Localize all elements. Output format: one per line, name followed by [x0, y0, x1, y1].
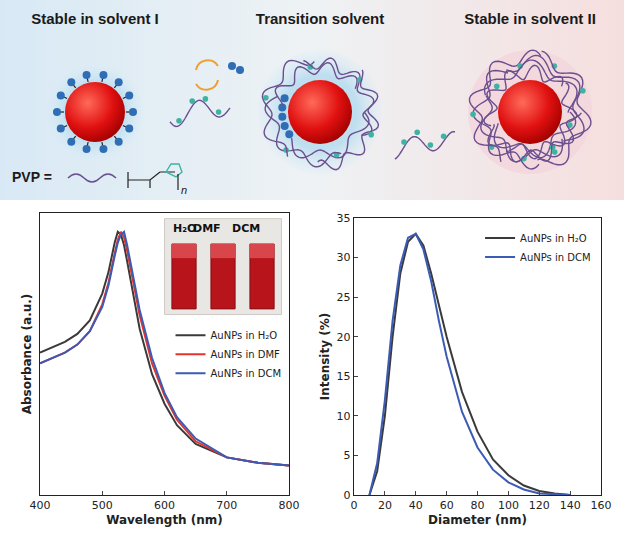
svg-text:AuNPs in H₂O: AuNPs in H₂O	[520, 233, 587, 244]
svg-text:800: 800	[279, 499, 300, 512]
svg-text:60: 60	[440, 499, 454, 512]
svg-text:Wavelength (nm): Wavelength (nm)	[106, 513, 223, 527]
svg-text:AuNPs in DCM: AuNPs in DCM	[520, 252, 591, 263]
svg-text:AuNPs in DCM: AuNPs in DCM	[211, 368, 282, 379]
svg-text:0: 0	[351, 499, 358, 512]
svg-text:30: 30	[337, 251, 351, 264]
svg-text:n: n	[181, 184, 187, 196]
svg-text:35: 35	[337, 212, 351, 225]
svg-text:80: 80	[471, 499, 485, 512]
svg-text:700: 700	[216, 499, 237, 512]
svg-text:Stable in solvent II: Stable in solvent II	[464, 10, 596, 27]
svg-text:160: 160	[591, 499, 612, 512]
svg-text:Absorbance (a.u.): Absorbance (a.u.)	[20, 294, 34, 415]
svg-text:10: 10	[337, 410, 351, 423]
svg-text:DCM: DCM	[232, 222, 260, 235]
svg-text:100: 100	[498, 499, 519, 512]
svg-text:500: 500	[92, 499, 113, 512]
svg-text:0: 0	[344, 489, 351, 502]
svg-text:400: 400	[30, 499, 51, 512]
svg-text:Diameter (nm): Diameter (nm)	[428, 513, 527, 527]
svg-text:Stable in solvent I: Stable in solvent I	[31, 10, 159, 27]
svg-text:600: 600	[154, 499, 175, 512]
svg-text:H₂O: H₂O	[173, 222, 196, 235]
svg-text:15: 15	[337, 370, 351, 383]
svg-text:40: 40	[409, 499, 423, 512]
svg-text:20: 20	[337, 331, 351, 344]
svg-text:25: 25	[337, 291, 351, 304]
svg-text:DMF: DMF	[193, 222, 221, 235]
svg-text:120: 120	[529, 499, 550, 512]
svg-text:Transition solvent: Transition solvent	[256, 10, 384, 27]
svg-text:PVP =: PVP =	[12, 169, 52, 185]
svg-text:AuNPs in DMF: AuNPs in DMF	[211, 349, 281, 360]
svg-text:140: 140	[560, 499, 581, 512]
svg-text:20: 20	[378, 499, 392, 512]
svg-text:AuNPs in H₂O: AuNPs in H₂O	[211, 330, 278, 341]
svg-text:Intensity (%): Intensity (%)	[318, 313, 332, 400]
svg-text:5: 5	[344, 449, 351, 462]
